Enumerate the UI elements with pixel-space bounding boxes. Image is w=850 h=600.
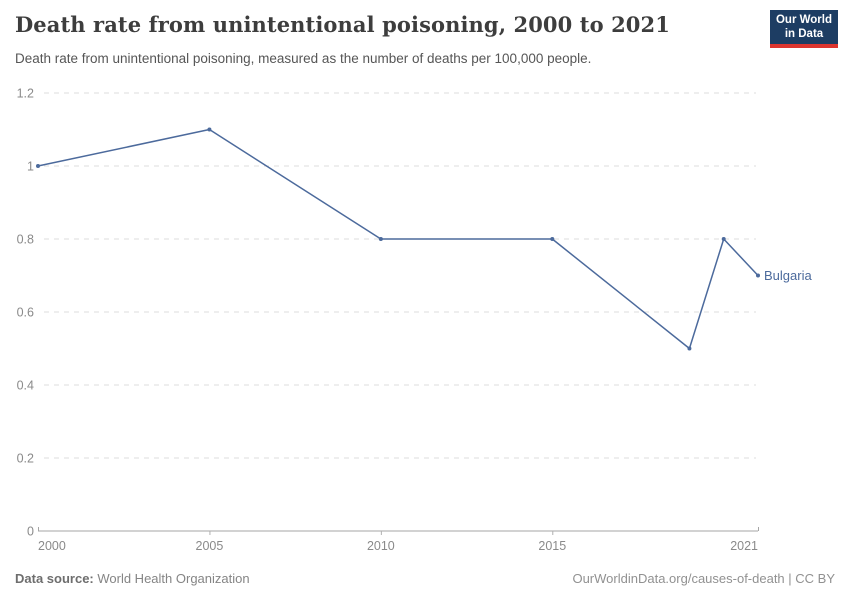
series-end-label[interactable]: Bulgaria — [764, 268, 812, 283]
y-axis-tick-label: 1 — [27, 160, 34, 174]
y-axis-tick-label: 1.2 — [17, 87, 34, 101]
data-point-marker[interactable] — [207, 127, 212, 132]
owid-url-license-link[interactable]: OurWorldinData.org/causes-of-death | CC … — [572, 571, 835, 586]
x-axis-tick-label: 2005 — [196, 539, 224, 553]
y-axis-tick-label: 0.8 — [17, 233, 34, 247]
data-point-marker[interactable] — [36, 164, 40, 168]
owid-logo-line2: in Data — [784, 28, 824, 40]
data-point-marker[interactable] — [378, 237, 383, 241]
owid-logo-line1: Our World — [775, 13, 832, 26]
y-axis-tick-label: 0.2 — [17, 452, 34, 466]
chart-title: Death rate from unintentional poisoning,… — [15, 12, 670, 37]
data-source-note: Data source: World Health Organization — [15, 571, 250, 586]
data-source-value: World Health Organization — [93, 571, 250, 586]
x-axis-tick-label: 2010 — [367, 539, 395, 553]
owid-logo[interactable]: Our World in Data — [770, 10, 838, 48]
y-axis-tick-label: 0.6 — [17, 306, 34, 320]
data-point-marker[interactable] — [721, 237, 726, 241]
x-axis-tick-label: 2015 — [538, 539, 566, 553]
data-point-marker[interactable] — [687, 346, 692, 351]
data-source-prefix: Data source: — [15, 571, 94, 586]
y-axis-tick-label: 0 — [27, 525, 34, 539]
data-point-marker[interactable] — [756, 273, 760, 278]
data-point-marker[interactable] — [550, 237, 555, 241]
chart-subtitle: Death rate from unintentional poisoning,… — [15, 51, 592, 66]
x-axis-tick-label: 2000 — [38, 539, 66, 553]
x-axis-tick-label: 2021 — [730, 539, 758, 553]
y-axis-tick-label: 0.4 — [17, 379, 34, 393]
